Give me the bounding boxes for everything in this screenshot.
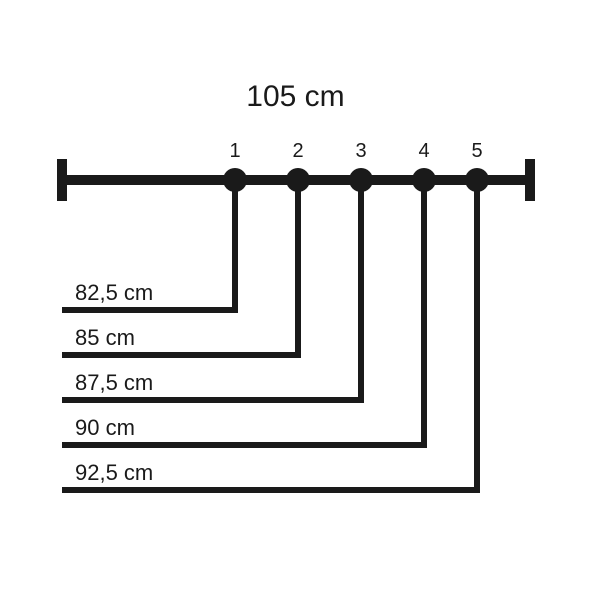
measure-leader-1 — [62, 307, 238, 313]
point-label-3: 3 — [355, 140, 366, 163]
measure-leader-4 — [62, 442, 427, 448]
measure-leader-3 — [62, 397, 364, 403]
measure-leader-2 — [62, 352, 301, 358]
point-label-2: 2 — [292, 140, 303, 163]
point-label-5: 5 — [471, 140, 482, 163]
measure-label-3: 87,5 cm — [75, 370, 153, 396]
measure-connector-5 — [474, 180, 480, 493]
diagram-canvas: 105 cm 1 2 3 4 5 82,5 cm 85 cm 87,5 cm 90 cm 92,… — [0, 0, 591, 591]
measure-label-4: 90 cm — [75, 415, 135, 441]
measure-connector-1 — [232, 180, 238, 313]
bar-endcap-left — [57, 159, 67, 201]
measure-label-2: 85 cm — [75, 325, 135, 351]
point-label-1: 1 — [229, 140, 240, 163]
measure-leader-5 — [62, 487, 480, 493]
measure-connector-2 — [295, 180, 301, 358]
total-length-label: 105 cm — [0, 80, 591, 114]
measure-label-1: 82,5 cm — [75, 280, 153, 306]
point-label-4: 4 — [418, 140, 429, 163]
measure-label-5: 92,5 cm — [75, 460, 153, 486]
measure-connector-4 — [421, 180, 427, 448]
measure-connector-3 — [358, 180, 364, 403]
bar-endcap-right — [525, 159, 535, 201]
